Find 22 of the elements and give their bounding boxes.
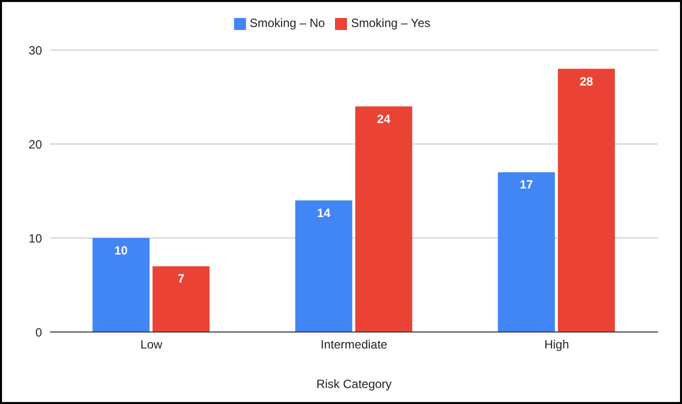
data-label: 7 — [178, 272, 185, 286]
data-label: 14 — [317, 206, 331, 220]
x-axis-title: Risk Category — [316, 377, 392, 391]
y-tick-label: 0 — [35, 325, 42, 340]
data-label: 28 — [580, 74, 594, 88]
x-tick-label: High — [544, 338, 570, 352]
y-tick-label: 10 — [28, 231, 42, 246]
y-tick-label: 20 — [28, 137, 42, 152]
y-tick-label: 30 — [28, 43, 42, 58]
bar — [558, 68, 615, 332]
data-label: 17 — [520, 178, 534, 192]
x-tick-label: Intermediate — [320, 338, 388, 352]
bar — [355, 106, 412, 332]
bar — [152, 266, 210, 332]
data-label: 24 — [377, 112, 391, 126]
legend-label: Smoking – No — [250, 16, 325, 30]
bar — [92, 238, 150, 332]
bar — [498, 172, 555, 332]
legend-label: Smoking – Yes — [350, 16, 430, 30]
data-label: 10 — [114, 244, 128, 258]
x-tick-label: Low — [140, 338, 163, 352]
bar — [295, 200, 352, 332]
